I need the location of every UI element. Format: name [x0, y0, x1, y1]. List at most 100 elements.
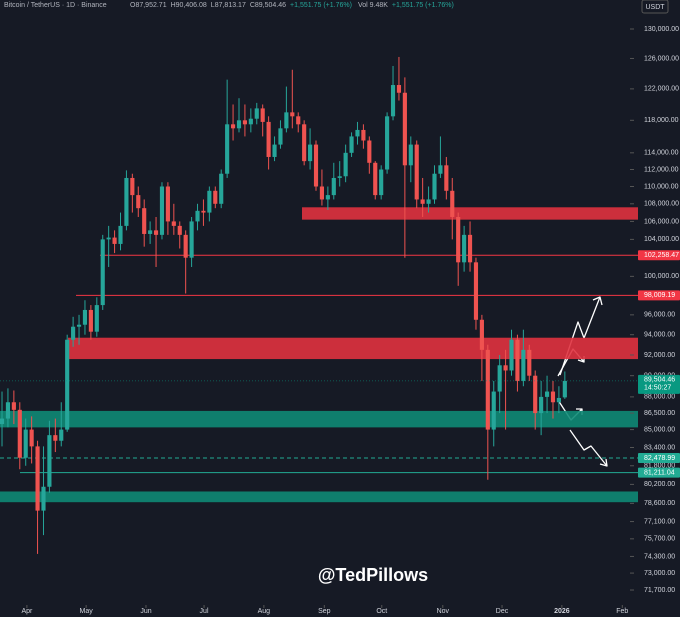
candle-body — [153, 230, 159, 235]
y-tick-label: 78,600.00 — [644, 500, 675, 507]
y-tick-label: 86,500.00 — [644, 410, 675, 417]
candle-body — [527, 349, 532, 376]
candle-body — [23, 429, 28, 458]
candle-body — [544, 391, 550, 397]
candle-body — [450, 190, 455, 217]
candle-body — [319, 186, 325, 200]
candle-body — [11, 402, 16, 410]
y-tick-label: 83,400.00 — [644, 444, 675, 451]
candle-body — [171, 221, 176, 226]
candle-body — [219, 173, 224, 204]
candle-body — [106, 237, 111, 240]
y-tick-label: 92,000.00 — [644, 352, 675, 359]
candle-body — [65, 339, 70, 430]
zone — [302, 207, 638, 220]
currency: USDT — [645, 4, 665, 11]
zone — [68, 337, 638, 360]
candle-body — [462, 234, 467, 263]
y-tick-label: 75,700.00 — [644, 536, 675, 543]
candle-body — [201, 210, 206, 213]
candle-body — [485, 349, 490, 430]
y-tick-label: 80,200.00 — [644, 481, 675, 488]
candle-body — [189, 221, 194, 258]
last-price-label: 89,504.46 — [644, 377, 675, 384]
candle-body — [230, 124, 236, 129]
candle-body — [5, 402, 11, 419]
candle-body — [165, 186, 170, 222]
candle-body — [533, 375, 538, 414]
x-tick-label: Feb — [616, 608, 628, 615]
price-label-box — [638, 290, 680, 301]
candle-body — [272, 144, 277, 157]
ohlc-value: +1,551.75 (+1.76%) — [290, 2, 352, 9]
candle-body — [456, 216, 461, 263]
price-label: 102,258.47 — [644, 252, 679, 259]
zone — [0, 410, 638, 428]
price-label-box — [638, 467, 680, 478]
y-tick-label: 85,000.00 — [644, 426, 675, 433]
y-tick-label: 77,100.00 — [644, 518, 675, 525]
y-tick-label: 108,000.00 — [644, 201, 679, 208]
candle-body — [71, 326, 76, 340]
candle-body — [503, 365, 508, 371]
x-tick-label: Sep — [318, 608, 331, 615]
x-tick-label: Apr — [21, 608, 33, 615]
price-label: 98,009.19 — [644, 292, 675, 299]
y-tick-label: 73,000.00 — [644, 570, 675, 577]
candle-body — [177, 225, 182, 235]
candle-body — [260, 108, 265, 122]
candle-body — [308, 144, 313, 162]
candle-body — [47, 435, 52, 487]
candle-body — [325, 195, 330, 200]
candle-body — [420, 199, 425, 204]
volume-change: +1,551.75 (+1.76%) — [392, 2, 454, 9]
price-label-box — [638, 452, 680, 463]
x-tick-label: May — [80, 608, 94, 615]
candle-body — [385, 116, 390, 170]
candle-body — [225, 124, 230, 174]
ohlc-value: H90,406.08 — [171, 2, 207, 9]
candle-body — [432, 173, 437, 200]
candle-body — [88, 309, 93, 332]
candle-body — [94, 305, 99, 332]
candle-body — [521, 349, 526, 381]
candle-body — [402, 92, 407, 166]
x-tick-label: Oct — [376, 608, 387, 615]
candle-body — [118, 225, 123, 244]
y-tick-label: 122,000.00 — [644, 86, 679, 93]
candle-body — [414, 144, 419, 200]
candle-body — [539, 396, 544, 414]
x-tick-label: Dec — [496, 608, 509, 615]
candle-body — [248, 118, 253, 125]
candle-body — [236, 120, 242, 129]
candle-body — [284, 112, 289, 129]
candle-body — [53, 435, 58, 441]
price-label: 81,211.04 — [644, 469, 675, 476]
zone — [0, 491, 638, 503]
y-tick-label: 88,000.00 — [644, 394, 675, 401]
candle-body — [515, 339, 520, 381]
x-tick-label: 2026 — [554, 608, 570, 615]
candle-body — [82, 309, 88, 325]
candle-body — [343, 152, 348, 177]
candle-body — [426, 199, 431, 204]
candle-body — [550, 391, 556, 403]
candle-body — [76, 324, 82, 327]
candle-body — [497, 365, 502, 392]
y-tick-label: 114,000.00 — [644, 150, 679, 157]
y-tick-label: 126,000.00 — [644, 55, 679, 62]
candle-body — [438, 165, 443, 174]
candle-body — [0, 418, 5, 425]
y-tick-label: 110,000.00 — [644, 183, 679, 190]
candle-body — [207, 190, 212, 213]
candle-body — [159, 186, 165, 235]
ohlc-value: L87,813.17 — [211, 2, 246, 9]
candle-body — [349, 136, 354, 153]
candle-body — [148, 230, 153, 234]
y-tick-label: 130,000.00 — [644, 26, 679, 33]
candle-body — [124, 177, 129, 226]
candle-body — [444, 165, 449, 191]
x-tick-label: Jul — [200, 608, 209, 615]
price-label: 82,478.99 — [644, 455, 675, 462]
